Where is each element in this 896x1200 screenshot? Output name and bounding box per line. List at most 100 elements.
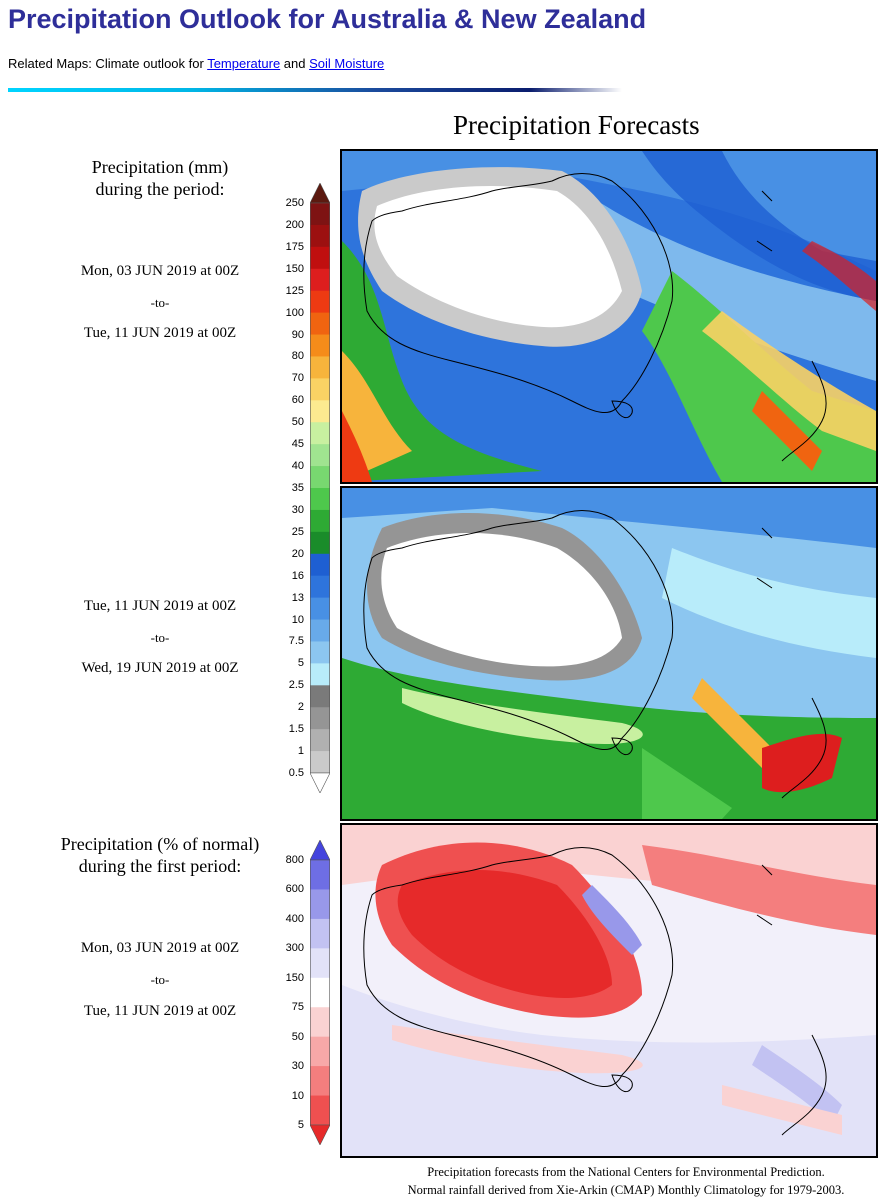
mm-label: Precipitation (mm) during the period: [40, 156, 280, 200]
colorbar-segment [310, 444, 330, 467]
related-and: and [280, 56, 310, 71]
colorbar-tick-label: 300 [285, 942, 304, 955]
colorbar-segment [310, 334, 330, 357]
colorbar-segment [310, 889, 330, 920]
colorbar-segment [310, 531, 330, 555]
colorbar-tick-label: 2 [297, 701, 304, 714]
colorbar-tick-label: 75 [291, 1001, 304, 1014]
colorbar-tick-label: 2.5 [288, 679, 304, 692]
colorbar-segment [310, 1095, 330, 1126]
pct-label-line2: during the first period: [78, 856, 242, 876]
colorbar-tick-label: 400 [285, 912, 304, 925]
colorbar-bottom-arrow [310, 1124, 330, 1145]
colorbar-segment [310, 246, 330, 270]
mm-colorbar [310, 183, 330, 793]
figure-title: Precipitation Forecasts [453, 110, 700, 140]
colorbar-tick-label: 80 [291, 350, 304, 363]
colorbar-tick-label: 10 [291, 1089, 304, 1102]
colorbar-tick-label: 150 [285, 971, 304, 984]
period2-start: Tue, 11 JUN 2019 at 00Z [83, 598, 237, 614]
period1-start: Mon, 03 JUN 2019 at 00Z [80, 263, 240, 279]
colorbar-tick-label: 800 [285, 854, 304, 866]
colorbar-tick-label: 0.5 [288, 767, 304, 779]
colorbar-tick-label: 50 [291, 1030, 304, 1043]
pct-label-line1: Precipitation (% of normal) [60, 834, 260, 854]
colorbar-segment [310, 948, 330, 979]
colorbar-segment [310, 268, 330, 292]
temperature-link[interactable]: Temperature [207, 56, 281, 71]
pct-colorbar [310, 840, 330, 1145]
colorbar-tick-label: 250 [285, 197, 304, 209]
related-maps: Related Maps: Climate outlook for Temper… [8, 56, 384, 71]
precip-map-1 [342, 151, 876, 482]
colorbar-segment [310, 641, 330, 664]
colorbar-segment [310, 729, 330, 752]
colorbar-bottom-arrow [310, 772, 330, 793]
colorbar-tick-label: 600 [285, 883, 304, 896]
colorbar-segment [310, 707, 330, 730]
colorbar-tick-label: 30 [291, 1060, 304, 1073]
colorbar-tick-label: 1 [297, 745, 304, 758]
gradient-divider [8, 88, 622, 92]
period3-end: Tue, 11 JUN 2019 at 00Z [83, 1003, 237, 1019]
soil-moisture-link[interactable]: Soil Moisture [309, 56, 385, 71]
colorbar-tick-label: 5 [297, 1119, 304, 1131]
colorbar-segment [310, 509, 330, 533]
colorbar-segment [310, 751, 330, 774]
colorbar-segment [310, 619, 330, 642]
colorbar-tick-label: 60 [291, 394, 304, 407]
period1-end: Tue, 11 JUN 2019 at 00Z [83, 325, 237, 341]
colorbar-segment [310, 860, 330, 890]
credits-line2: Normal rainfall derived from Xie-Arkin (… [407, 1183, 845, 1197]
colorbar-segment [310, 597, 330, 621]
colorbar-tick-label: 35 [291, 482, 304, 494]
pct-label: Precipitation (% of normal) during the f… [40, 833, 280, 877]
colorbar-tick-label: 70 [291, 372, 304, 385]
colorbar-segment [310, 312, 330, 336]
colorbar-segment [310, 488, 330, 511]
related-prefix: Related Maps: Climate outlook for [8, 56, 208, 71]
colorbar-tick-label: 40 [291, 460, 304, 473]
period1-to: -to- [150, 295, 170, 310]
colorbar-top-arrow [310, 183, 330, 204]
colorbar-segment [310, 203, 330, 226]
colorbar-segment [310, 977, 330, 1008]
colorbar-segment [310, 1066, 330, 1097]
colorbar-tick-label: 90 [291, 328, 304, 341]
colorbar-segment [310, 356, 330, 379]
colorbar-tick-label: 10 [291, 613, 304, 626]
map-percent-normal [340, 823, 878, 1158]
colorbar-tick-label: 16 [291, 569, 304, 582]
colorbar-segment [310, 575, 330, 599]
precip-map-2 [342, 488, 876, 819]
colorbar-segment [310, 224, 330, 248]
colorbar-tick-label: 125 [285, 284, 304, 297]
map-period2-mm [340, 486, 878, 821]
colorbar-top-arrow [310, 840, 330, 861]
colorbar-tick-label: 20 [291, 547, 304, 560]
colorbar-tick-label: 200 [285, 218, 304, 231]
period3-start: Mon, 03 JUN 2019 at 00Z [80, 940, 240, 956]
mm-colorbar-graphic [310, 183, 330, 793]
page-title: Precipitation Outlook for Australia & Ne… [8, 4, 647, 34]
mm-label-line2: during the period: [95, 179, 225, 199]
colorbar-tick-label: 7.5 [288, 635, 304, 648]
colorbar-tick-label: 150 [285, 262, 304, 275]
credits: Precipitation forecasts from the Nationa… [366, 1163, 886, 1199]
colorbar-segment [310, 290, 330, 314]
map-period1-mm [340, 149, 878, 484]
colorbar-segment [310, 553, 330, 577]
colorbar-segment [310, 918, 330, 949]
colorbar-segment [310, 663, 330, 686]
colorbar-tick-label: 45 [291, 438, 304, 451]
period3-to: -to- [150, 972, 170, 987]
colorbar-segment [310, 422, 330, 445]
colorbar-segment [310, 1007, 330, 1038]
colorbar-tick-label: 25 [291, 525, 304, 538]
credits-line1: Precipitation forecasts from the Nationa… [427, 1165, 825, 1179]
colorbar-tick-label: 100 [285, 306, 304, 319]
colorbar-tick-label: 13 [291, 591, 304, 604]
colorbar-segment [310, 400, 330, 423]
colorbar-segment [310, 1036, 330, 1067]
colorbar-segment [310, 685, 330, 708]
